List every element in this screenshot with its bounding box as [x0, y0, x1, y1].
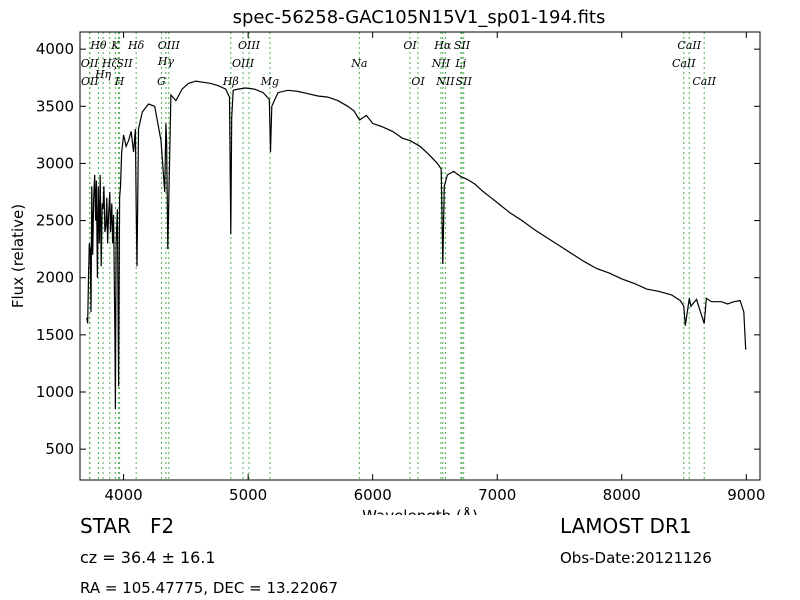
line-label-23: SII	[454, 39, 471, 52]
y-tick-label-7: 4000	[36, 40, 74, 58]
line-label-21: Hα	[433, 39, 452, 52]
survey-name: LAMOST DR1	[560, 514, 692, 538]
line-label-10: Hγ	[157, 55, 175, 68]
x-tick-label-4: 8000	[603, 486, 641, 504]
line-label-3: Hη	[94, 68, 112, 81]
redshift-prefix: cz =	[80, 548, 121, 567]
y-tick-label-4: 2500	[36, 212, 74, 230]
line-label-17: OI	[403, 39, 417, 52]
spectrum-line	[86, 80, 747, 410]
x-tick-label-1: 5000	[229, 486, 267, 504]
observation-date: Obs-Date:20121126	[560, 549, 712, 567]
spectrum-chart: spec-56258-GAC105N15V1_sp01-194.fits OII…	[9, 7, 765, 515]
y-tick-label-6: 3500	[36, 97, 74, 115]
line-label-12: Hβ	[222, 75, 239, 88]
x-tick-label-2: 6000	[354, 486, 392, 504]
line-label-1: OII	[81, 75, 99, 88]
line-label-20: NII	[435, 75, 455, 88]
line-label-11: G	[157, 75, 166, 88]
y-tick-label-2: 1500	[36, 326, 74, 344]
object-type: STAR	[80, 514, 131, 538]
line-label-5: K	[110, 39, 120, 52]
line-label-8: Hδ	[127, 39, 145, 52]
y-tick-label-1: 1000	[36, 383, 74, 401]
object-classification: STAR F2	[80, 514, 174, 538]
line-label-22: Li	[454, 57, 466, 70]
y-tick-label-5: 3000	[36, 154, 74, 172]
chart-title: spec-56258-GAC105N15V1_sp01-194.fits	[233, 7, 606, 28]
line-label-4: Hζ	[101, 57, 119, 70]
spectral-line-markers	[89, 32, 705, 480]
line-label-0: OII	[81, 57, 99, 70]
line-label-15: Mg	[260, 75, 279, 88]
y-tick-label-3: 2000	[36, 269, 74, 287]
line-label-13: OIII	[232, 57, 255, 70]
coordinates: RA = 105.47775, DEC = 13.22067	[80, 579, 339, 597]
redshift-value: 36.4	[120, 548, 157, 567]
line-label-6: SII	[116, 57, 133, 70]
line-label-18: OI	[411, 75, 425, 88]
y-axis-label: Flux (relative)	[9, 204, 27, 308]
line-label-14: OIII	[238, 39, 261, 52]
object-subclass: F2	[150, 514, 175, 538]
line-label-7: H	[114, 75, 125, 88]
line-label-25: CaII	[672, 57, 696, 70]
line-label-26: CaII	[677, 39, 701, 52]
line-label-16: Na	[350, 57, 367, 70]
x-axis-label: Wavelength (Å)	[362, 506, 478, 515]
line-label-19: NII	[431, 57, 451, 70]
plot-frame	[79, 31, 761, 481]
redshift-readout: cz = 36.4 ± 16.1	[80, 548, 216, 567]
line-label-27: CaII	[692, 75, 716, 88]
redshift-error: 16.1	[179, 548, 216, 567]
line-label-2: Hθ	[89, 39, 107, 52]
x-tick-label-3: 7000	[478, 486, 516, 504]
axis-ticks: 4000 5000 6000 7000 8000 9000 500 1000 1500 2000 2…	[36, 32, 765, 504]
y-tick-label-0: 500	[45, 440, 74, 458]
x-tick-label-5: 9000	[727, 486, 765, 504]
line-label-9: OIII	[158, 39, 181, 52]
x-tick-label-0: 4000	[104, 486, 142, 504]
line-label-24: SII	[456, 75, 473, 88]
redshift-pm: ±	[156, 548, 180, 567]
